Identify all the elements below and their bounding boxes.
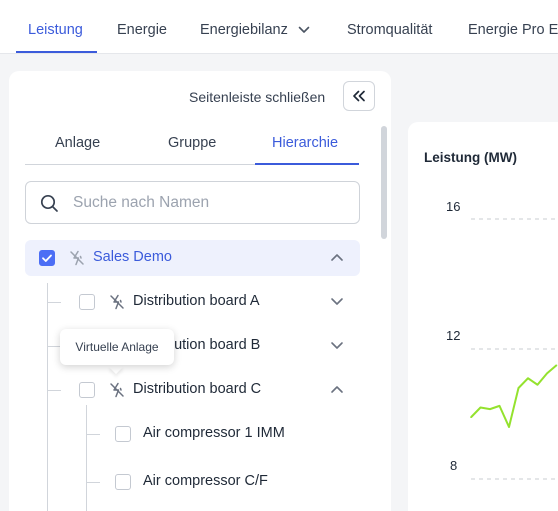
item-checkbox[interactable] xyxy=(79,382,95,398)
tree-connector xyxy=(86,434,100,435)
data-point xyxy=(498,405,501,407)
item-checkbox[interactable] xyxy=(115,426,131,442)
tree-item-label: Air compressor 1 IMM xyxy=(143,425,285,441)
chart-title: Leistung (MW) xyxy=(424,150,517,165)
data-point xyxy=(479,406,482,409)
search-box xyxy=(25,181,360,224)
data-point xyxy=(508,426,510,428)
data-point xyxy=(527,377,529,380)
subtab-gruppe[interactable]: Gruppe xyxy=(168,135,217,151)
data-point xyxy=(555,364,558,367)
item-checkbox[interactable] xyxy=(79,294,95,310)
series-line xyxy=(470,364,558,428)
tree-connector xyxy=(47,390,61,391)
tab-energie[interactable]: Energie xyxy=(117,22,167,38)
subtab-anlage[interactable]: Anlage xyxy=(55,135,101,151)
active-subtab-indicator xyxy=(255,163,359,165)
subtab-hierarchie[interactable]: Hierarchie xyxy=(272,135,339,151)
chart-card: Leistung (MW) 16 12 8 xyxy=(408,122,558,511)
search-input[interactable] xyxy=(73,190,343,216)
tree-connector xyxy=(86,405,87,511)
chevron-down-icon[interactable] xyxy=(330,341,344,350)
data-point xyxy=(489,408,491,410)
y-tick-label: 16 xyxy=(446,199,461,214)
tooltip: Virtuelle Anlage xyxy=(60,329,174,365)
data-point xyxy=(536,383,539,386)
tree-item-label: Distribution board C xyxy=(133,381,262,397)
double-chevron-left-icon xyxy=(353,90,365,102)
y-tick-label: 8 xyxy=(450,458,458,473)
y-tick-label: 12 xyxy=(446,328,461,343)
data-point xyxy=(470,416,472,419)
data-point xyxy=(546,372,548,375)
tree-connector xyxy=(86,482,100,483)
item-checkbox[interactable] xyxy=(115,474,131,490)
tree-connector xyxy=(47,346,61,347)
sidebar-scrollbar[interactable] xyxy=(381,126,387,239)
chevron-down-icon[interactable] xyxy=(330,297,344,306)
tab-energie-pro[interactable]: Energie Pro E xyxy=(468,22,558,38)
search-icon xyxy=(40,194,58,212)
virtual-asset-icon xyxy=(110,382,124,398)
tree-connector xyxy=(47,302,61,303)
sidebar-panel: Seitenleiste schließen Anlage Gruppe Hie… xyxy=(9,71,391,511)
chevron-down-icon xyxy=(298,26,310,33)
chevron-up-icon[interactable] xyxy=(330,253,344,262)
top-navigation: Leistung Energie Energiebilanz Stromqual… xyxy=(0,0,558,54)
virtual-asset-icon xyxy=(70,250,84,266)
tree-item-label: Distribution board A xyxy=(133,293,260,309)
subtabs-divider xyxy=(25,164,359,165)
active-tab-indicator xyxy=(16,51,97,53)
virtual-asset-icon xyxy=(110,294,124,310)
root-checkbox[interactable] xyxy=(39,250,55,266)
close-sidebar-button[interactable] xyxy=(343,81,375,111)
line-chart xyxy=(470,218,558,480)
chevron-up-icon[interactable] xyxy=(330,385,344,394)
close-sidebar-label[interactable]: Seitenleiste schließen xyxy=(189,89,326,105)
checkmark-icon xyxy=(42,254,52,262)
tab-stromqualitaet[interactable]: Stromqualität xyxy=(347,22,433,38)
tab-leistung[interactable]: Leistung xyxy=(28,22,83,38)
tree-root-row[interactable]: Sales Demo xyxy=(25,240,360,276)
tree-root-label: Sales Demo xyxy=(93,249,172,265)
data-point xyxy=(517,387,520,389)
tree-connector xyxy=(47,283,48,511)
tab-energiebilanz[interactable]: Energiebilanz xyxy=(200,22,310,38)
tree-item-label: Air compressor C/F xyxy=(143,473,268,489)
